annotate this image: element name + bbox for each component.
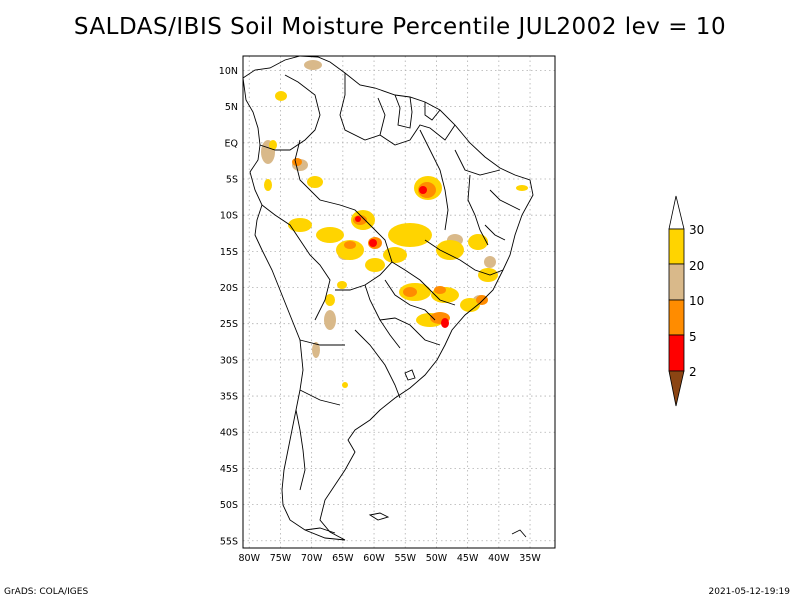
lat-tick-label: 25S	[220, 319, 238, 330]
lat-tick-label: 10S	[220, 211, 238, 222]
lon-tick-label: 80W	[238, 553, 260, 564]
colorbar-label-30: 30	[689, 223, 704, 237]
lat-tick-label: 30S	[220, 355, 238, 366]
lat-tick-label: 5N	[225, 102, 238, 113]
colorbar: 30 20 10 5 2	[668, 195, 704, 407]
colorbar-bottom-arrow	[668, 370, 685, 407]
lat-tick-label: 45S	[220, 464, 238, 475]
footer-timestamp: 2021-05-12-19:19	[708, 587, 791, 597]
lon-tick-label: 60W	[363, 553, 385, 564]
colorbar-top-arrow	[668, 195, 685, 230]
lat-tick-label: 20S	[220, 283, 238, 294]
lon-tick-label: 35W	[519, 553, 541, 564]
lat-tick-label: 40S	[220, 428, 238, 439]
longitude-tick-labels: 80W 75W 70W 65W 60W 55W 50W 45W 40W 35W	[238, 553, 541, 564]
lat-tick-label: 10N	[219, 66, 238, 77]
colorbar-label-2: 2	[689, 365, 697, 379]
colorbar-bin-10-20	[668, 263, 685, 301]
colorbar-bin-5-10	[668, 299, 685, 336]
lon-tick-label: 50W	[426, 553, 448, 564]
soil-moisture-shading	[261, 60, 528, 388]
lat-tick-label: 35S	[220, 392, 238, 403]
lon-tick-label: 45W	[457, 553, 479, 564]
latitude-tick-labels: 10N 5N EQ 5S 10S 15S 20S 25S 30S 35S 40S 45S 50S 55S	[219, 66, 238, 547]
footer-credit: GrADS: COLA/IGES	[4, 587, 89, 597]
lat-tick-label: EQ	[225, 138, 238, 149]
grid-lines	[243, 56, 555, 548]
lat-tick-label: 5S	[226, 175, 238, 186]
lon-tick-label: 75W	[270, 553, 292, 564]
colorbar-label-5: 5	[689, 330, 697, 344]
map-title: SALDAS/IBIS Soil Moisture Percentile JUL…	[73, 14, 727, 40]
lon-tick-label: 55W	[394, 553, 416, 564]
coastlines-and-borders	[242, 55, 534, 541]
colorbar-bin-2-5	[668, 334, 685, 372]
lat-tick-label: 55S	[220, 536, 238, 547]
colorbar-label-10: 10	[689, 294, 704, 308]
lon-tick-label: 70W	[301, 553, 323, 564]
lon-tick-label: 40W	[488, 553, 510, 564]
colorbar-label-20: 20	[689, 259, 704, 273]
lat-tick-label: 50S	[220, 500, 238, 511]
lon-tick-label: 65W	[332, 553, 354, 564]
colorbar-bin-20-30	[668, 228, 685, 265]
lat-tick-label: 15S	[220, 247, 238, 258]
map-frame	[242, 55, 556, 549]
